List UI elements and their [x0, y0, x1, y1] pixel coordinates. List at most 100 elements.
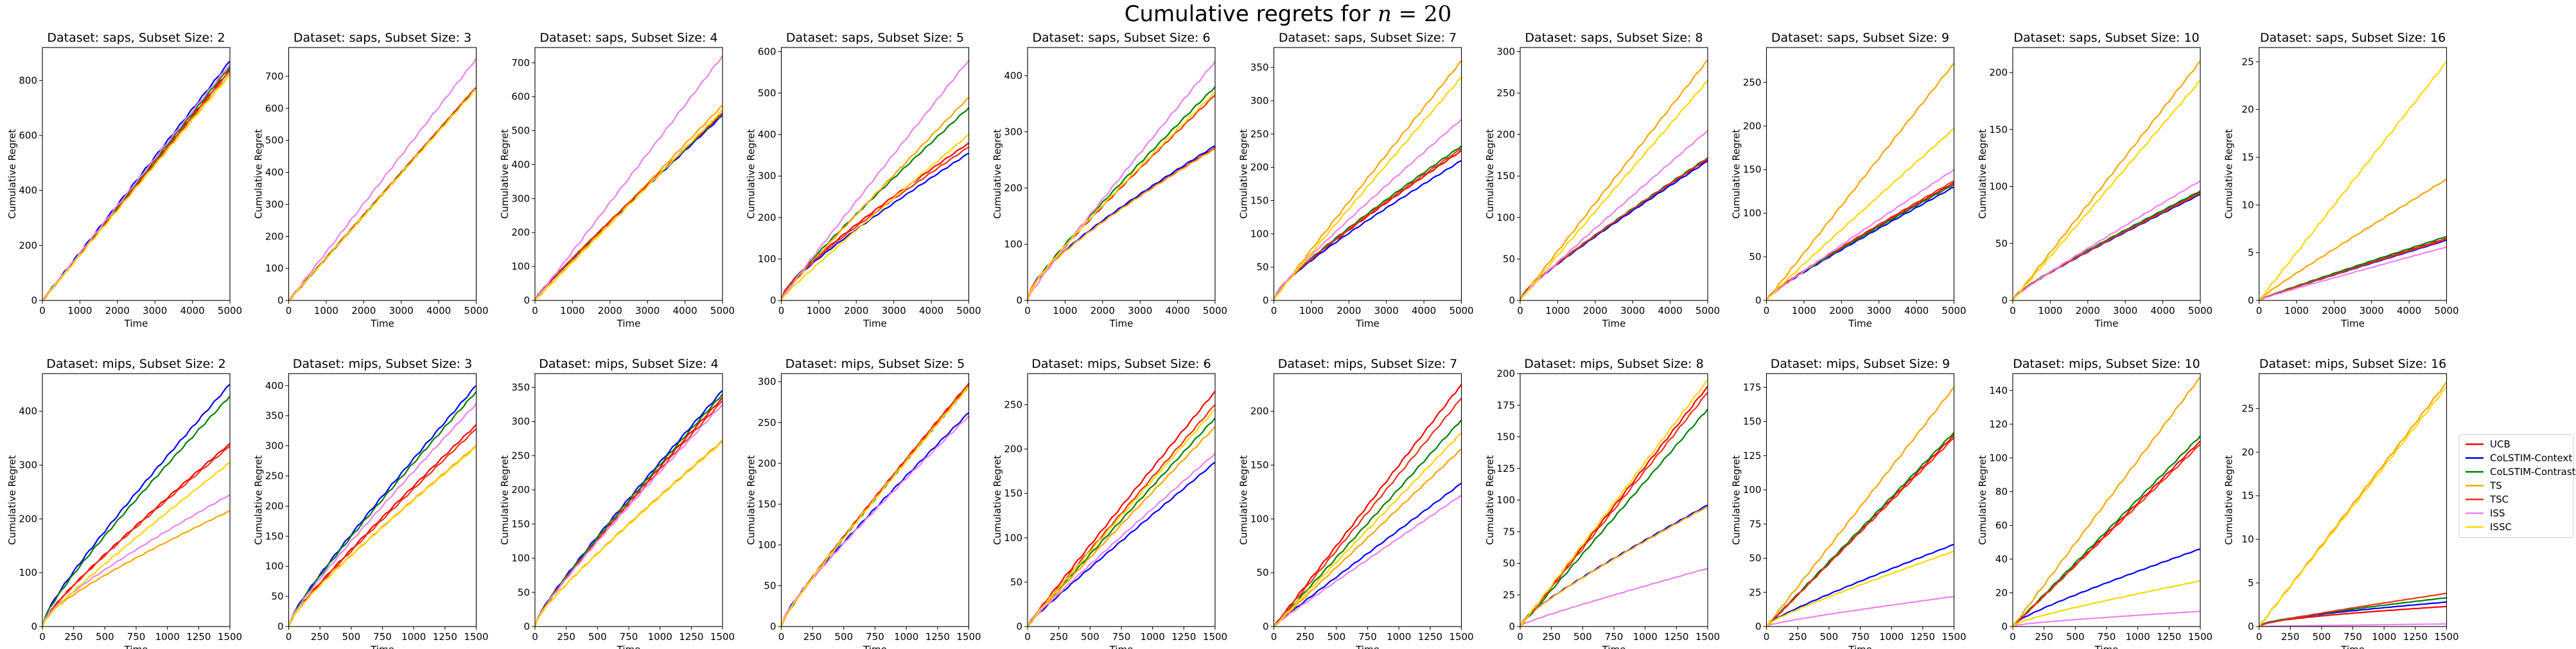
series-line-ucb	[42, 443, 230, 627]
y-tick-label: 100	[1004, 532, 1022, 544]
x-tick-label: 0	[286, 631, 292, 643]
series-lines	[1520, 59, 1708, 300]
y-tick-label: 75	[1503, 526, 1515, 537]
y-tick-label: 200	[1743, 120, 1762, 132]
subplot-14: Dataset: mips, Subset Size: 50 250 500 750 1…	[746, 357, 981, 649]
y-axis-label: Cumulative Regret	[499, 129, 511, 219]
x-tick-label: 750	[1605, 631, 1624, 643]
y-tick-label: 600	[758, 46, 776, 57]
x-tick-label: 1250	[1418, 631, 1442, 643]
subplot-2: Dataset: saps, Subset Size: 30 1000 2000 30…	[253, 31, 489, 329]
y-tick-label: 100	[265, 263, 284, 274]
y-tick-label: 100	[1743, 207, 1762, 219]
x-tick-label: 1000	[2372, 631, 2396, 643]
series-line-tsc	[288, 428, 477, 627]
series-line-tsc	[2259, 238, 2447, 300]
x-tick-label: 0	[1271, 631, 1277, 643]
y-tick-label: 200	[1250, 162, 1269, 173]
x-tick-label: 5000	[2188, 305, 2212, 316]
plot-frame	[1520, 47, 1708, 301]
series-lines	[288, 385, 477, 627]
series-line-iss	[1766, 169, 1954, 300]
series-line-iss	[781, 59, 969, 300]
y-tick-label: 100	[1989, 452, 2008, 463]
y-tick-label: 500	[511, 125, 530, 137]
x-tick-label: 5000	[956, 305, 981, 316]
series-line-issc	[288, 88, 477, 300]
plot-frame	[1273, 373, 1462, 627]
series-line-iss	[1520, 130, 1708, 300]
x-tick-label: 5000	[1941, 305, 1966, 316]
x-tick-label: 0	[778, 305, 785, 316]
y-tick-label: 300	[1496, 46, 1515, 57]
x-tick-label: 0	[532, 305, 538, 316]
x-tick-label: 1500	[1203, 631, 1227, 643]
y-tick-label: 300	[265, 198, 284, 210]
subplot-6: Dataset: saps, Subset Size: 70 1000 2000 30…	[1238, 31, 1474, 329]
y-tick-label: 50	[1995, 238, 2008, 249]
series-lines	[2259, 381, 2447, 627]
series-lines	[1766, 386, 1954, 627]
plot-frame	[42, 47, 231, 301]
x-tick-label: 4000	[426, 305, 451, 316]
x-tick-label: 750	[2098, 631, 2116, 643]
y-tick-label: 15	[2241, 151, 2254, 163]
x-tick-label: 1500	[956, 631, 981, 643]
series-lines	[2013, 376, 2200, 627]
x-tick-label: 1000	[894, 631, 918, 643]
y-tick-label: 200	[19, 239, 37, 251]
y-tick-label: 150	[1496, 431, 1515, 443]
x-axis-label: Time	[1109, 644, 1134, 649]
series-line-ts	[1028, 148, 1215, 300]
x-axis-label: Time	[2340, 644, 2365, 649]
y-tick-label: 300	[1004, 126, 1022, 137]
series-line-colstim-context	[1274, 160, 1462, 300]
series-line-colstim-contrast	[42, 395, 230, 627]
x-tick-label: 5000	[218, 305, 242, 316]
x-tick-label: 500	[835, 631, 854, 643]
x-tick-label: 3000	[882, 305, 906, 316]
series-lines	[1028, 61, 1215, 300]
y-tick-label: 100	[1250, 513, 1269, 524]
x-tick-label: 4000	[180, 305, 205, 316]
series-line-iss	[2013, 610, 2200, 627]
subplot-15: Dataset: mips, Subset Size: 60 250 500 750 1…	[992, 357, 1227, 649]
series-line-ts	[1520, 59, 1708, 300]
x-tick-label: 1000	[1879, 631, 1904, 643]
y-tick-label: 50	[1749, 553, 1761, 564]
x-tick-label: 3000	[1374, 305, 1399, 316]
x-tick-label: 5000	[464, 305, 488, 316]
y-tick-label: 200	[1496, 368, 1515, 379]
x-tick-label: 1000	[1792, 305, 1816, 316]
x-tick-label: 0	[2010, 631, 2016, 643]
y-tick-label: 500	[758, 87, 776, 99]
y-tick-label: 0	[1755, 295, 1762, 306]
y-tick-label: 200	[758, 458, 776, 469]
subplot-5: Dataset: saps, Subset Size: 60 1000 2000 30…	[992, 31, 1227, 329]
series-line-tsc	[2013, 444, 2200, 627]
x-tick-label: 1500	[2434, 631, 2458, 643]
series-line-colstim-context	[42, 383, 230, 627]
x-tick-label: 1500	[1449, 631, 1473, 643]
y-tick-label: 100	[19, 567, 37, 578]
series-line-ts	[781, 96, 969, 300]
x-tick-label: 1500	[1695, 631, 1720, 643]
x-tick-label: 500	[96, 631, 114, 643]
y-axis-label: Cumulative Regret	[499, 455, 511, 545]
y-tick-label: 0	[523, 621, 530, 632]
subplot-title: Dataset: mips, Subset Size: 10	[2013, 357, 2200, 371]
x-tick-label: 4000	[1166, 305, 1190, 316]
series-line-iss	[1520, 567, 1708, 627]
x-tick-label: 4000	[2151, 305, 2175, 316]
figure-title-equals: =	[1391, 1, 1424, 27]
plot-frame	[534, 47, 723, 301]
y-tick-label: 100	[758, 253, 776, 264]
x-tick-label: 2000	[351, 305, 376, 316]
y-tick-label: 0	[31, 621, 37, 632]
subplot-11: Dataset: mips, Subset Size: 2 0 250 500 750 1…	[6, 357, 242, 649]
x-tick-label: 2000	[2322, 305, 2346, 316]
x-tick-label: 750	[1851, 631, 1870, 643]
plot-frame	[288, 47, 477, 301]
series-line-colstim-contrast	[288, 391, 477, 627]
series-line-ts	[1766, 62, 1954, 300]
